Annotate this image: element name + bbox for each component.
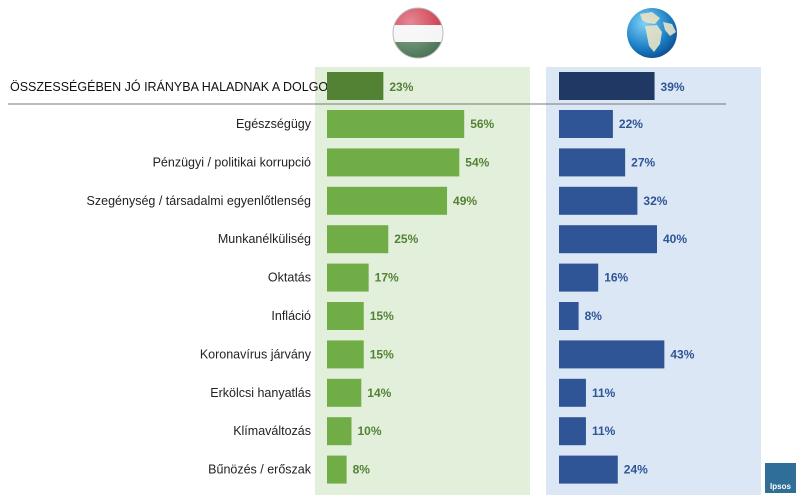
- world-bar: [559, 110, 613, 138]
- category-label: Klímaváltozás: [233, 424, 311, 438]
- world-bar: [559, 455, 618, 484]
- hungary-value-label: 8%: [353, 463, 371, 477]
- hungary-bar: [327, 417, 352, 446]
- category-label: Koronavírus járvány: [200, 347, 312, 361]
- globe-icon: [627, 8, 677, 58]
- world-bar: [559, 263, 599, 292]
- hungary-value-label: 49%: [453, 194, 477, 208]
- hungary-bar: [327, 110, 465, 138]
- world-value-label: 22%: [619, 117, 643, 131]
- hungary-value-label: 15%: [370, 347, 394, 361]
- hungary-value-label: 17%: [375, 271, 399, 285]
- hungary-value-label: 54%: [465, 155, 489, 169]
- world-value-label: 8%: [585, 309, 603, 323]
- hungary-bar: [327, 186, 448, 215]
- category-label: Bűnözés / erőszak: [208, 463, 312, 477]
- summary-bar-world: [559, 72, 655, 100]
- world-value-label: 11%: [592, 386, 616, 400]
- category-label: Szegénység / társadalmi egyenlőtlenség: [87, 194, 311, 208]
- category-label: Erkölcsi hanyatlás: [210, 386, 311, 400]
- hungary-value-label: 14%: [367, 386, 391, 400]
- hungary-value-label: 15%: [370, 309, 394, 323]
- summary-value-world: 39%: [661, 80, 685, 94]
- world-value-label: 40%: [663, 232, 687, 246]
- world-bar: [559, 148, 626, 177]
- hungary-bar: [327, 378, 362, 407]
- hungary-bar: [327, 263, 369, 292]
- summary-value-hungary: 23%: [389, 80, 413, 94]
- world-bar: [559, 302, 579, 330]
- summary-bar-hungary: [327, 72, 384, 100]
- world-value-label: 32%: [643, 194, 667, 208]
- hungary-value-label: 25%: [394, 232, 418, 246]
- world-value-label: 24%: [624, 463, 648, 477]
- world-value-label: 16%: [604, 271, 628, 285]
- hungary-bar: [327, 340, 364, 369]
- category-label: Egészségügy: [236, 117, 312, 131]
- world-value-label: 43%: [670, 347, 694, 361]
- summary-label: ÖSSZESSÉGÉBEN JÓ IRÁNYBA HALADNAK A DOLG…: [10, 79, 337, 94]
- world-bar: [559, 186, 638, 215]
- world-bar: [559, 340, 665, 369]
- hungary-bar: [327, 225, 389, 254]
- hungary-bar: [327, 148, 460, 177]
- hungary-value-label: 10%: [358, 424, 382, 438]
- world-value-label: 27%: [631, 155, 655, 169]
- world-bar: [559, 378, 586, 407]
- category-label: Munkanélküliség: [218, 232, 311, 246]
- world-value-label: 11%: [592, 424, 616, 438]
- category-label: Oktatás: [268, 271, 311, 285]
- category-label: Pénzügyi / politikai korrupció: [153, 155, 311, 169]
- world-bar: [559, 417, 586, 446]
- category-label: Infláció: [271, 309, 311, 323]
- ipsos-logo: Ipsos: [765, 463, 796, 493]
- world-bar: [559, 225, 657, 254]
- hungary-flag-icon: [392, 7, 444, 59]
- hungary-value-label: 56%: [470, 117, 494, 131]
- hungary-bar: [327, 455, 347, 484]
- hungary-bar: [327, 302, 364, 330]
